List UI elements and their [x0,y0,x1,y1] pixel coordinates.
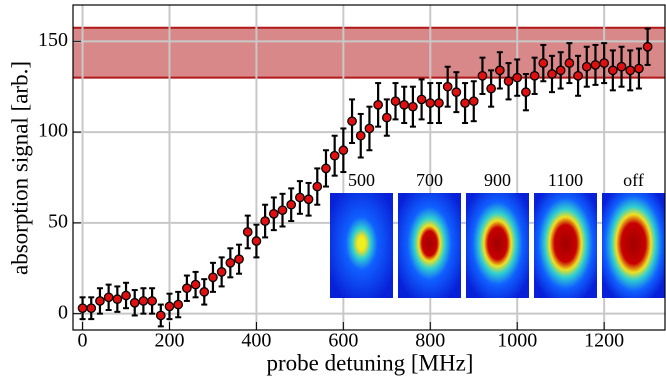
x-tick-label: 600 [328,330,358,352]
point [470,97,478,105]
point [635,64,643,72]
point [87,304,95,312]
point [383,113,391,121]
point [478,72,486,80]
point [617,63,625,71]
point [330,151,338,159]
point [591,61,599,69]
x-tick-label: 200 [154,330,184,352]
point [513,73,521,81]
point [374,101,382,109]
inset-image [534,193,597,298]
y-tick-label: 100 [38,120,68,142]
point [113,295,121,303]
point [287,201,295,209]
y-tick-label: 0 [58,301,68,323]
point [487,84,495,92]
band [73,28,665,78]
point [539,59,547,67]
point [78,304,86,312]
point [313,182,321,190]
x-tick-label: 1000 [497,330,537,352]
point [104,293,112,301]
point [609,66,617,74]
point [157,311,165,319]
point [261,217,269,225]
point [131,299,139,307]
inset-image [466,193,529,298]
point [504,77,512,85]
x-tick-label: 0 [78,330,88,352]
point [339,146,347,154]
point [148,297,156,305]
point [496,66,504,74]
x-tick-label: 800 [415,330,445,352]
point [461,99,469,107]
point [191,280,199,288]
point [252,237,260,245]
inset-label: 1100 [548,170,583,190]
point [270,210,278,218]
point [409,102,417,110]
point [322,164,330,172]
point [600,59,608,67]
point [174,300,182,308]
point [556,66,564,74]
point [522,88,530,96]
point [583,63,591,71]
point [217,268,225,276]
y-axis-label: absorption signal [arb.] [7,61,32,275]
x-axis-label: probe detuning [MHz] [267,350,474,375]
point [209,273,217,281]
point [530,72,538,80]
point [278,206,286,214]
point [443,83,451,91]
x-tick-label: 400 [241,330,271,352]
point [200,288,208,296]
inset-image [398,193,461,298]
chart: probe detuning [MHz] absorption signal [… [0,0,666,385]
point [565,59,573,67]
point [304,195,312,203]
inset-label: 900 [484,170,511,190]
point [426,99,434,107]
point [400,101,408,109]
point [574,72,582,80]
inset-label: off [623,170,644,190]
point [122,291,130,299]
inset-label: 500 [348,170,375,190]
point [357,132,365,140]
point [96,297,104,305]
point [391,97,399,105]
point [365,124,373,132]
point [235,255,243,263]
point [226,259,234,267]
point [244,228,252,236]
point [348,117,356,125]
y-tick-label: 150 [38,29,68,51]
y-tick-label: 50 [48,210,68,232]
point [165,302,173,310]
inset-label: 700 [416,170,443,190]
point [417,95,425,103]
x-tick-label: 1200 [584,330,624,352]
inset-image [330,193,393,298]
inset-image [602,193,665,298]
point [435,99,443,107]
point [296,193,304,201]
point [626,66,634,74]
point [139,297,147,305]
point [643,43,651,51]
point [183,284,191,292]
point [548,70,556,78]
point [452,88,460,96]
